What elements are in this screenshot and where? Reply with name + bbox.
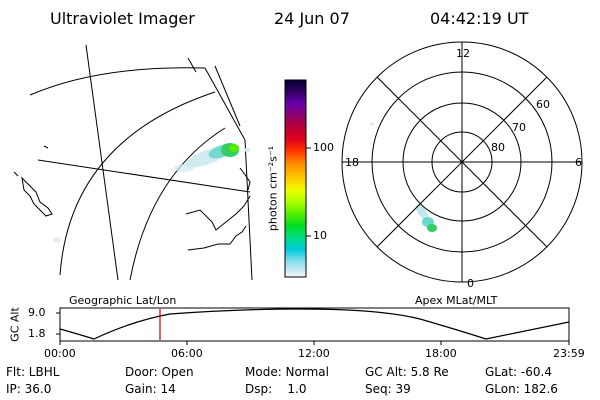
colorbar-unit-label: photon cm⁻²s⁻¹: [266, 145, 280, 232]
colorbar-tick-100: 100: [313, 141, 334, 154]
geographic-caption: Geographic Lat/Lon: [69, 294, 177, 307]
altitude-strip: [56, 307, 570, 345]
colorbar-tick-10: 10: [313, 229, 327, 242]
time-tick-2359: 23:59: [553, 347, 585, 360]
info-door: Door: Open: [125, 365, 194, 379]
info-seq: Seq: 39: [365, 382, 411, 396]
info-filter: Flt: LBHL: [6, 365, 60, 379]
polar-lat-60: 60: [536, 98, 550, 111]
polar-mlt-0: 0: [467, 277, 474, 290]
info-gc-alt: GC Alt: 5.8 Re: [365, 365, 449, 379]
colorbar: [284, 79, 311, 278]
polar-mlt-18: 18: [345, 156, 359, 169]
info-ip: IP: 36.0: [6, 382, 52, 396]
time-tick-0600: 06:00: [171, 347, 203, 360]
polar-plot: [341, 41, 583, 283]
info-glon: GLon: 182.6: [485, 382, 558, 396]
info-glat: GLat: -60.4: [485, 365, 552, 379]
instrument-title: Ultraviolet Imager: [50, 9, 195, 28]
altitude-tick-low: 1.8: [28, 327, 46, 340]
polar-mlt-6: 6: [575, 156, 582, 169]
time-tick-1200: 12:00: [298, 347, 330, 360]
altitude-axis-title: GC Alt: [8, 307, 22, 342]
info-mode: Mode: Normal: [245, 365, 329, 379]
time-tick-1800: 18:00: [425, 347, 457, 360]
geographic-map: [13, 44, 253, 281]
polar-caption: Apex MLat/MLT: [415, 294, 498, 307]
polar-lat-80: 80: [491, 141, 505, 154]
altitude-curve: [59, 308, 570, 340]
observation-date: 24 Jun 07: [274, 9, 350, 28]
altitude-tick-high: 9.0: [28, 306, 46, 319]
aurora-polar: [370, 122, 437, 232]
info-dsp: Dsp: 1.0: [245, 382, 307, 396]
observation-time: 04:42:19 UT: [430, 9, 529, 28]
info-gain: Gain: 14: [125, 382, 176, 396]
aurora-geographic: [53, 143, 250, 243]
polar-lat-70: 70: [512, 121, 526, 134]
polar-mlt-12: 12: [456, 47, 470, 60]
time-tick-0000: 00:00: [44, 347, 76, 360]
